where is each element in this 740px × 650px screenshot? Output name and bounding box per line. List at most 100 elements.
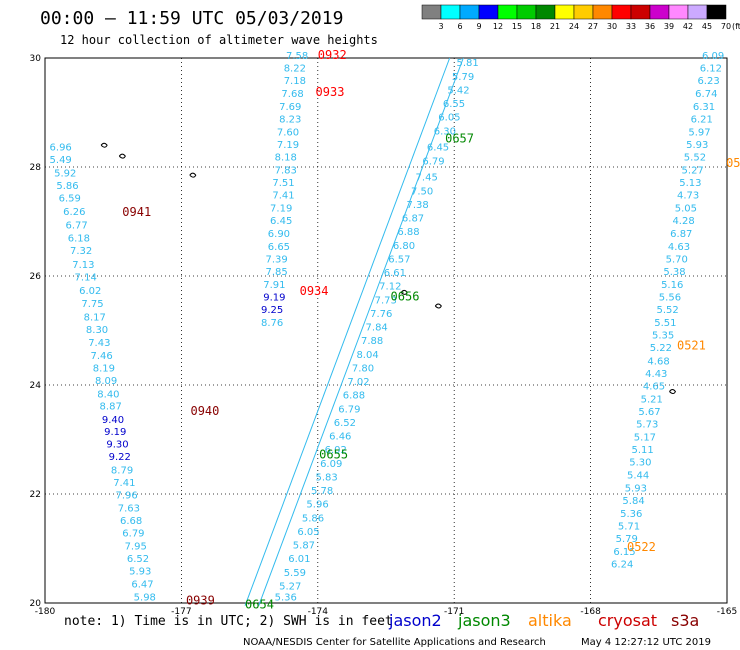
colorbar-swatch	[706, 4, 727, 20]
wave-height-value: 6.61	[384, 268, 406, 279]
units-note: note: 1) Time is in UTC; 2) SWH is in fe…	[64, 614, 393, 629]
wave-height-value: 5.93	[686, 140, 708, 151]
ground-track-line	[258, 57, 464, 606]
colorbar-swatch	[440, 4, 461, 20]
wave-height-value: 5.22	[650, 343, 672, 354]
wave-height-value: 7.38	[406, 200, 428, 211]
wave-height-value: 5.05	[675, 204, 697, 215]
wave-height-value: 6.52	[334, 418, 356, 429]
wave-height-value: 6.87	[402, 214, 424, 225]
wave-height-value: 7.63	[118, 503, 140, 514]
wave-height-value: 6.88	[343, 391, 365, 402]
wave-height-value: 6.15	[613, 547, 635, 558]
wave-height-value: 5.56	[659, 293, 681, 304]
wave-height-value: 6.45	[270, 216, 292, 227]
wave-height-value: 7.50	[411, 186, 433, 197]
colorbar-label: 6	[457, 22, 462, 31]
wave-height-value: 5.38	[663, 267, 685, 278]
wave-height-value: 5.30	[629, 458, 651, 469]
wave-height-value: 7.68	[281, 89, 303, 100]
wave-height-value: 6.57	[388, 254, 410, 265]
lat-tick-label: 20	[30, 599, 42, 609]
colorbar-swatch	[516, 4, 537, 20]
wave-height-value: 9.19	[104, 427, 126, 438]
pass-time-label: 0521	[677, 339, 706, 353]
wave-height-value: 8.30	[86, 325, 108, 336]
wave-height-value: 6.79	[338, 404, 360, 415]
wave-height-value: 6.68	[120, 516, 142, 527]
wave-height-value: 5.27	[279, 581, 301, 592]
wave-height-value: 6.31	[693, 102, 715, 113]
colorbar-label: 12	[493, 22, 503, 31]
wave-height-value: 5.16	[661, 280, 683, 291]
wave-height-value: 5.83	[316, 472, 338, 483]
lon-tick-label: -180	[35, 607, 56, 617]
wave-height-value: 7.85	[266, 267, 288, 278]
wave-height-value: 5.11	[632, 445, 654, 456]
wave-height-value: 6.96	[50, 143, 72, 154]
pass-time-label: 0654	[245, 597, 274, 611]
wave-height-value: 6.23	[697, 76, 719, 87]
wave-height-value: 8.40	[97, 390, 119, 401]
wave-height-value: 6.46	[329, 432, 351, 443]
wave-height-value: 8.22	[284, 64, 306, 75]
wave-height-value: 6.55	[443, 99, 465, 110]
lat-tick-label: 26	[30, 272, 42, 282]
wave-height-value: 5.36	[275, 592, 297, 603]
wave-height-value: 7.75	[81, 299, 103, 310]
wave-height-value: 5.92	[54, 168, 76, 179]
colorbar-swatch	[459, 4, 480, 20]
lat-tick-label: 28	[30, 163, 42, 173]
wave-height-value: 5.86	[56, 181, 78, 192]
wave-height-value: 5.44	[627, 471, 649, 482]
wave-height-value: 5.79	[452, 72, 474, 83]
wave-height-value: 5.36	[620, 509, 642, 520]
wave-height-value: 5.42	[447, 85, 469, 96]
wave-height-value: 7.19	[277, 140, 299, 151]
wave-height-value: 4.28	[672, 216, 694, 227]
colorbar-swatch	[478, 4, 499, 20]
wave-height-value: 5.21	[641, 394, 663, 405]
colorbar-swatch	[611, 4, 632, 20]
credit-text: NOAA/NESDIS Center for Satellite Applica…	[243, 637, 546, 648]
wave-height-value: 6.47	[131, 580, 153, 591]
island-outline	[434, 303, 442, 309]
colorbar-label: 9	[476, 22, 481, 31]
island-outline	[189, 172, 197, 178]
wave-height-value: 7.76	[370, 309, 392, 320]
colorbar-label: 33	[626, 22, 636, 31]
wave-height-value: 5.67	[638, 407, 660, 418]
lat-tick-label: 22	[30, 490, 41, 500]
wave-height-value: 7.46	[90, 351, 112, 362]
wave-height-value: 8.79	[111, 465, 133, 476]
wave-height-value: 7.58	[286, 51, 308, 62]
colorbar-label: 70	[721, 22, 731, 31]
wave-height-value: 7.41	[113, 478, 135, 489]
wave-height-value: 6.01	[288, 554, 310, 565]
wave-height-value: 6.87	[670, 229, 692, 240]
wave-height-value: 8.18	[275, 152, 297, 163]
ground-track-line	[244, 57, 451, 606]
lon-tick-label: -171	[444, 607, 464, 617]
wave-height-value: 6.12	[700, 64, 722, 75]
wave-height-value: 7.95	[125, 542, 147, 553]
wave-height-value: 5.96	[306, 500, 328, 511]
wave-height-value: 5.71	[618, 521, 640, 532]
wave-height-value: 7.19	[270, 204, 292, 215]
colorbar-swatch	[687, 4, 708, 20]
wave-height-value: 5.93	[129, 567, 151, 578]
map-axis-ticks: -180 -177 -174 -171 -168 -165 30 28 26 24 22 20	[30, 54, 738, 617]
wave-height-value: 6.79	[122, 529, 144, 540]
legend-item-jason3: jason3	[457, 611, 511, 630]
wave-height-value: 5.79	[616, 534, 638, 545]
colorbar-swatch	[573, 4, 594, 20]
pass-time-labels: 0941 0940 0939 0932 0933 0934 0657 0656 0655 0654…	[122, 48, 740, 611]
satellite-legend: jason2 jason3 altika cryosat s3a	[388, 611, 699, 630]
wave-height-value: 6.52	[127, 554, 149, 565]
wave-height-value: 6.05	[297, 527, 319, 538]
lon-tick-label: -177	[171, 607, 191, 617]
wave-height-value: 8.17	[84, 313, 106, 324]
wave-height-value: 8.19	[93, 363, 115, 374]
colorbar-label: 3	[438, 22, 443, 31]
